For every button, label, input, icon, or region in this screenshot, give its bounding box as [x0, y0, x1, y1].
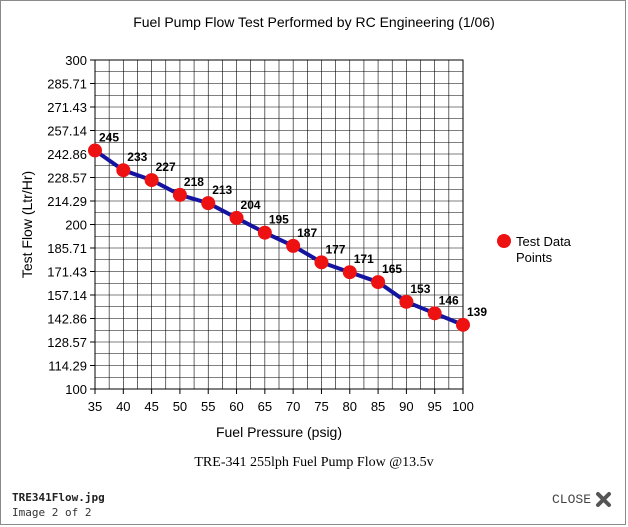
x-axis-label: Fuel Pressure (psig)	[216, 424, 342, 440]
close-button[interactable]: CLOSE	[552, 491, 612, 508]
y-tick-label: 285.71	[47, 77, 87, 92]
data-point	[314, 255, 329, 270]
y-axis-label: Test Flow (Ltr/Hr)	[19, 171, 35, 278]
data-label: 245	[99, 130, 119, 144]
legend-marker	[497, 234, 511, 248]
x-tick-label: 50	[173, 399, 187, 414]
data-label: 153	[410, 282, 430, 296]
data-point	[144, 173, 159, 188]
data-label: 139	[467, 305, 487, 319]
y-tick-label: 171.43	[47, 264, 87, 279]
data-point	[201, 196, 216, 211]
y-tick-label: 157.14	[47, 288, 87, 303]
data-label: 165	[382, 262, 402, 276]
x-tick-label: 55	[201, 399, 215, 414]
x-tick-label: 65	[258, 399, 272, 414]
data-point	[371, 275, 386, 290]
y-tick-label: 128.57	[47, 335, 87, 350]
data-label: 218	[184, 175, 204, 189]
data-label: 177	[325, 242, 345, 256]
data-label: 204	[241, 198, 261, 212]
x-tick-label: 100	[452, 399, 474, 414]
y-tick-label: 228.57	[47, 171, 87, 186]
data-label: 233	[127, 150, 147, 164]
x-tick-label: 80	[343, 399, 357, 414]
data-point	[88, 143, 102, 158]
data-label: 187	[297, 226, 317, 240]
x-tick-label: 90	[399, 399, 413, 414]
x-tick-label: 35	[88, 399, 102, 414]
y-tick-label: 271.43	[47, 100, 87, 115]
x-tick-label: 40	[116, 399, 130, 414]
x-tick-label: 60	[229, 399, 243, 414]
x-tick-label: 85	[371, 399, 385, 414]
x-tick-label: 70	[286, 399, 300, 414]
data-label: 146	[439, 293, 459, 307]
y-tick-label: 242.86	[47, 147, 87, 162]
y-tick-label: 185.71	[47, 241, 87, 256]
data-point	[229, 210, 244, 225]
data-point	[286, 238, 301, 253]
y-tick-label: 100	[65, 382, 87, 397]
image-counter: Image 2 of 2	[12, 506, 92, 519]
data-point	[257, 225, 272, 240]
data-point	[456, 317, 470, 332]
x-tick-label: 75	[314, 399, 328, 414]
x-tick-label: 95	[427, 399, 441, 414]
close-x-icon	[595, 491, 612, 508]
y-tick-label: 114.29	[48, 358, 87, 373]
y-tick-label: 142.86	[47, 311, 87, 326]
y-tick-label: 300	[65, 53, 87, 68]
y-tick-label: 214.29	[47, 194, 87, 209]
x-tick-label: 45	[144, 399, 158, 414]
data-label: 213	[212, 183, 232, 197]
data-point	[116, 163, 131, 178]
chart-title: Fuel Pump Flow Test Performed by RC Engi…	[133, 14, 495, 30]
data-point	[399, 294, 414, 309]
chart-plot: 35 40 45 50 55 60 65 70 75 80 85 90 95 100 100 114.29 12…	[19, 53, 572, 440]
close-label: CLOSE	[552, 492, 592, 507]
chart-subtitle: TRE-341 255lph Fuel Pump Flow @13.5v	[194, 455, 434, 470]
data-label: 195	[269, 213, 289, 227]
data-point	[172, 187, 187, 202]
file-name: TRE341Flow.jpg	[12, 491, 105, 504]
data-point	[342, 265, 357, 280]
y-tick-label: 200	[65, 218, 87, 233]
legend-label: Points	[516, 250, 553, 265]
y-tick-label: 257.14	[47, 124, 87, 139]
data-label: 171	[354, 252, 374, 266]
legend-label: Test Data	[516, 234, 572, 249]
data-point	[427, 306, 442, 321]
data-label: 227	[156, 160, 176, 174]
